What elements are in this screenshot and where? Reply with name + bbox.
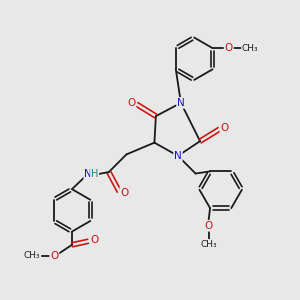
Text: N: N [174,151,182,161]
Text: O: O [220,123,229,133]
Text: O: O [205,221,213,231]
Text: CH₃: CH₃ [242,44,259,52]
Text: H: H [91,169,98,179]
Text: O: O [120,188,128,198]
Text: N: N [84,169,92,179]
Text: O: O [127,98,136,108]
Text: N: N [177,98,185,108]
Text: O: O [90,236,98,245]
Text: CH₃: CH₃ [24,251,40,260]
Text: O: O [225,43,233,53]
Text: CH₃: CH₃ [200,240,217,249]
Text: O: O [50,251,58,261]
